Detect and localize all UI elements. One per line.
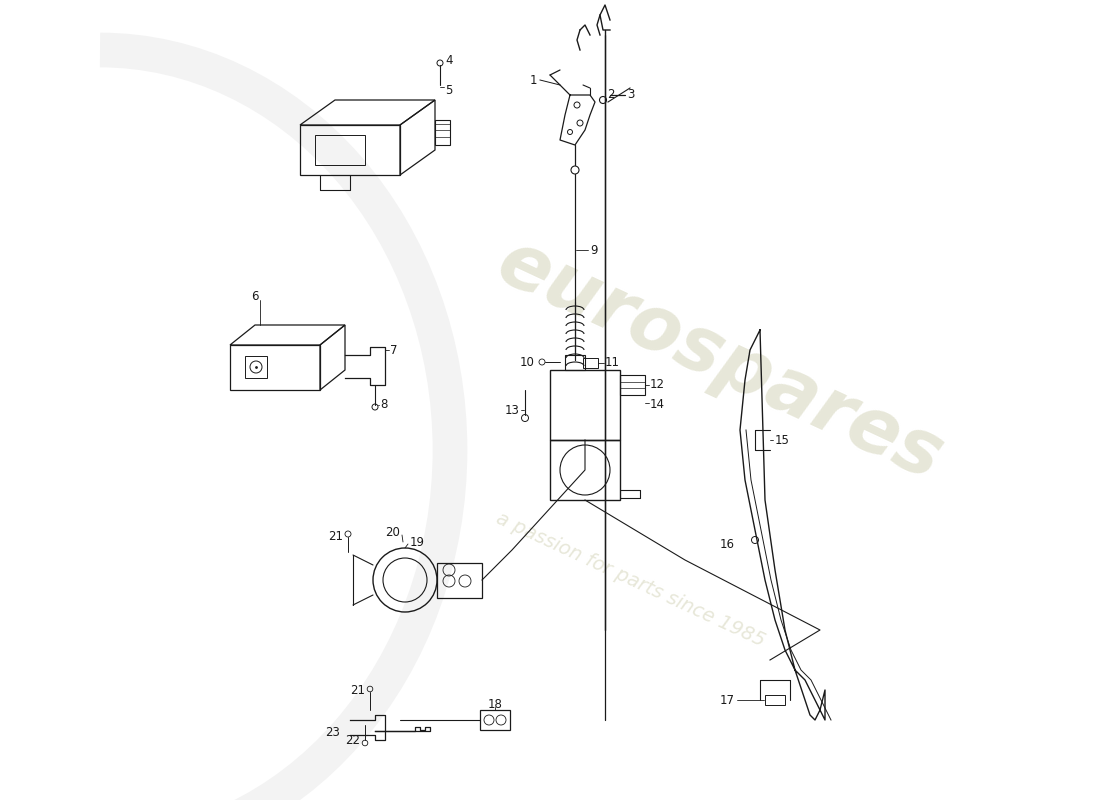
Text: 14: 14 bbox=[650, 398, 666, 411]
Text: 3: 3 bbox=[627, 87, 635, 101]
Text: 18: 18 bbox=[487, 698, 503, 711]
Bar bbox=[245, 356, 267, 378]
Text: 1: 1 bbox=[529, 74, 537, 86]
Text: 4: 4 bbox=[446, 54, 452, 66]
Text: 2: 2 bbox=[607, 87, 615, 101]
Text: 11: 11 bbox=[605, 357, 620, 370]
Text: 23: 23 bbox=[326, 726, 340, 738]
Bar bbox=[550, 370, 620, 440]
Text: 16: 16 bbox=[720, 538, 735, 551]
Text: 22: 22 bbox=[345, 734, 360, 746]
Text: eurospares: eurospares bbox=[485, 225, 955, 495]
Bar bbox=[434, 120, 450, 145]
Bar bbox=[583, 358, 598, 368]
Bar bbox=[300, 125, 400, 175]
Text: 12: 12 bbox=[650, 378, 666, 391]
Bar bbox=[764, 695, 785, 705]
Text: 5: 5 bbox=[446, 83, 452, 97]
Text: 13: 13 bbox=[505, 403, 520, 417]
Bar bbox=[230, 345, 320, 390]
Text: 20: 20 bbox=[385, 526, 400, 538]
Text: 8: 8 bbox=[379, 398, 387, 411]
Text: 21: 21 bbox=[328, 530, 343, 543]
Text: 6: 6 bbox=[251, 290, 258, 303]
Bar bbox=[565, 355, 585, 370]
Text: 9: 9 bbox=[590, 243, 597, 257]
Bar bbox=[480, 710, 510, 730]
Text: 15: 15 bbox=[776, 434, 790, 446]
Text: 19: 19 bbox=[410, 535, 425, 549]
Text: a passion for parts since 1985: a passion for parts since 1985 bbox=[493, 509, 768, 651]
Text: 21: 21 bbox=[350, 683, 365, 697]
Text: 10: 10 bbox=[520, 355, 535, 369]
Text: 7: 7 bbox=[390, 343, 397, 357]
Text: 17: 17 bbox=[720, 694, 735, 706]
Bar bbox=[437, 563, 482, 598]
Bar bbox=[620, 375, 645, 395]
Bar bbox=[315, 135, 365, 165]
Bar bbox=[550, 440, 620, 500]
